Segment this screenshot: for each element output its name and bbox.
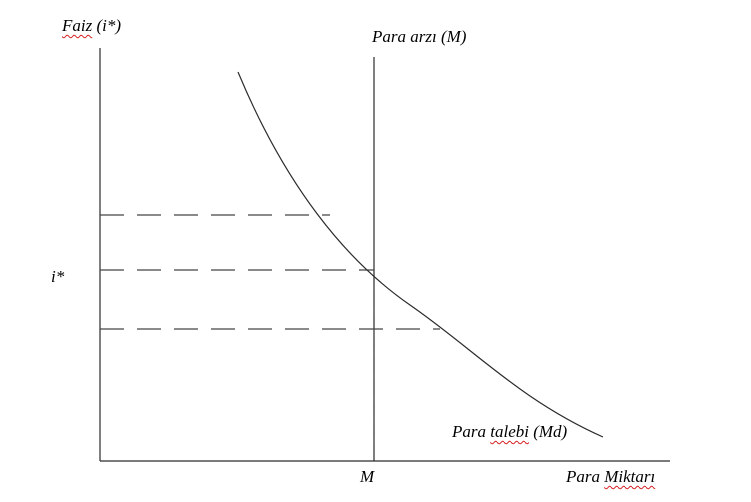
equilibrium-quantity-label: M [360, 467, 375, 486]
x-axis-label-word-1: Para [566, 467, 605, 486]
y-axis-label: Faiz (i*) [62, 17, 121, 34]
money-supply-label: Para arzı (M) [372, 27, 467, 46]
equilibrium-rate-label: i* [51, 267, 65, 286]
y-axis-label-rest: (i*) [92, 16, 122, 35]
x-axis-label-word-2: Miktarı [604, 467, 656, 486]
y-axis-label-word: Faiz [62, 16, 93, 35]
money-demand-label-word-2: talebi [490, 422, 529, 441]
money-demand-curve [237, 71, 604, 438]
x-axis-label: Para Miktarı [566, 468, 655, 485]
money-demand-label-word-1: Para [452, 422, 491, 441]
money-demand-label: Para talebi (Md) [452, 423, 567, 440]
money-demand-label-word-3: (Md) [528, 422, 568, 441]
